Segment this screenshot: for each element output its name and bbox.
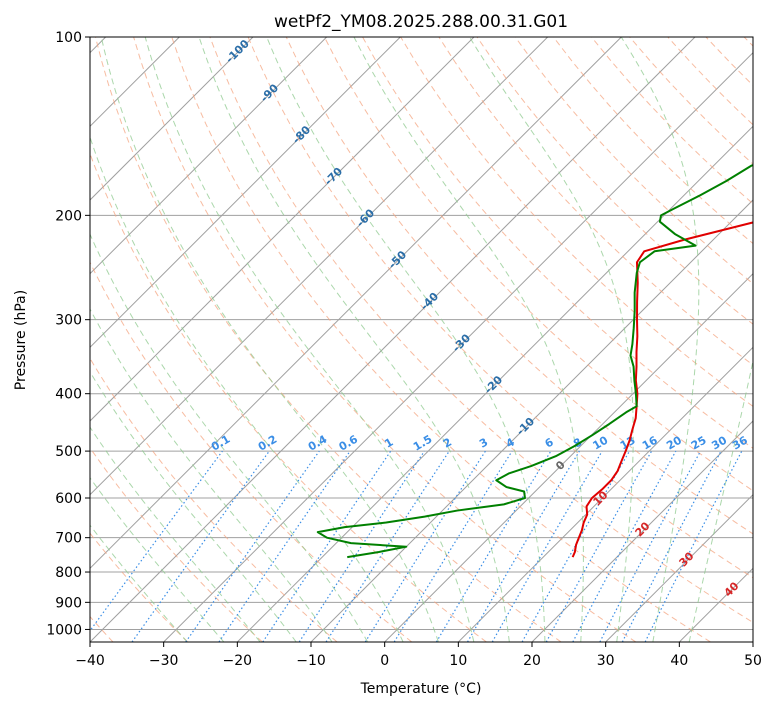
moist-adiabat-line: [144, 37, 475, 642]
moist-adiabat-line: [620, 37, 700, 642]
temperature-profile-line: [571, 221, 753, 558]
dry-adiabat-line: [171, 37, 711, 642]
dry-adiabat-line: [90, 357, 338, 642]
dry-adiabat-line: [514, 37, 753, 285]
background-lines: [90, 37, 753, 642]
mixing-ratio-line: [185, 450, 320, 642]
dry-adiabat-line: [90, 261, 413, 642]
x-tick-label: −10: [296, 653, 326, 669]
isotherm-line: [605, 493, 753, 642]
x-tick-label: 0: [380, 653, 389, 669]
moist-adiabat-line: [90, 370, 297, 642]
mixing-ratio-line: [644, 450, 743, 642]
x-axis-ticks: −40 −30 −20 −10 0 10 20 30 40 50: [75, 642, 762, 669]
isotherm-line: [90, 37, 328, 275]
dry-adiabat-line: [90, 446, 263, 642]
y-tick-label: 900: [55, 595, 82, 611]
plot-background: [90, 37, 753, 642]
moist-adiabat-line: [90, 308, 333, 642]
mixing-ratio-line: [262, 450, 392, 642]
moist-adiabat-line: [688, 358, 753, 642]
x-tick-label: −20: [223, 653, 253, 669]
isotherm-line: [90, 37, 696, 642]
mixing-ratio-line: [325, 450, 450, 642]
mixing-ratio-line: [90, 450, 223, 632]
mixing-ratio-line: [393, 450, 513, 642]
isotherm-line: [384, 272, 753, 642]
moist-adiabat-line: [198, 37, 510, 642]
moist-adiabat-line: [100, 37, 439, 642]
y-tick-label: 100: [55, 30, 82, 46]
x-tick-label: 20: [523, 653, 541, 669]
y-tick-label: 400: [55, 387, 82, 403]
y-tick-label: 800: [55, 565, 82, 581]
x-tick-label: 10: [449, 653, 467, 669]
mixing-ratio-line: [545, 450, 653, 642]
plot-frame: [89, 36, 754, 643]
y-tick-label: 600: [55, 491, 82, 507]
x-tick-label: 50: [744, 653, 762, 669]
mixing-ratio-line: [298, 450, 425, 642]
x-tick-label: 30: [597, 653, 615, 669]
mixing-ratio-line: [131, 450, 270, 642]
isotherm-line: [457, 346, 753, 642]
moist-adiabat-line: [90, 233, 369, 642]
chart-title: wetPf2_YM08.2025.288.00.31.G01: [274, 12, 568, 32]
y-tick-label: 700: [55, 531, 82, 547]
y-axis-ticks: 100 200 300 400 500 600 700 800 900 1000: [46, 30, 90, 638]
isotherm-line: [531, 420, 753, 642]
x-tick-label: −30: [149, 653, 179, 669]
moist-adiabat-line: [90, 524, 188, 642]
sounding-profiles: [316, 164, 753, 559]
dry-adiabat-line: [323, 37, 753, 492]
y-tick-label: 200: [55, 208, 82, 224]
isotherm-line: [90, 37, 622, 570]
isotherm-line: [90, 37, 254, 201]
mixing-ratio-line: [218, 450, 351, 642]
mixing-ratio-line: [572, 450, 677, 642]
moist-adiabat-line: [266, 37, 546, 642]
y-axis-label: Pressure (hPa): [13, 290, 29, 390]
y-tick-label: 300: [55, 313, 82, 329]
y-tick-label: 1000: [46, 622, 82, 638]
dry-adiabat-line: [285, 37, 753, 535]
dewpoint-profile-line: [316, 164, 753, 559]
x-tick-label: 40: [670, 653, 688, 669]
isotherm-line: [90, 37, 549, 496]
x-axis-label: Temperature (°C): [360, 681, 482, 697]
dry-adiabat-line: [209, 37, 753, 624]
moist-adiabat-line: [90, 476, 225, 642]
isotherm-line: [90, 37, 475, 422]
moist-adiabat-line: [469, 37, 634, 642]
mixing-ratio-line: [521, 450, 631, 642]
isotherm-line: [163, 51, 753, 642]
dry-adiabat-line: [133, 37, 637, 642]
moist-adiabat-line: [353, 37, 584, 642]
y-tick-label: 500: [55, 444, 82, 460]
isotherm-line: [90, 37, 401, 349]
moist-adiabat-line: [90, 426, 261, 642]
dry-adiabat-line: [247, 37, 753, 579]
x-tick-label: −40: [75, 653, 105, 669]
